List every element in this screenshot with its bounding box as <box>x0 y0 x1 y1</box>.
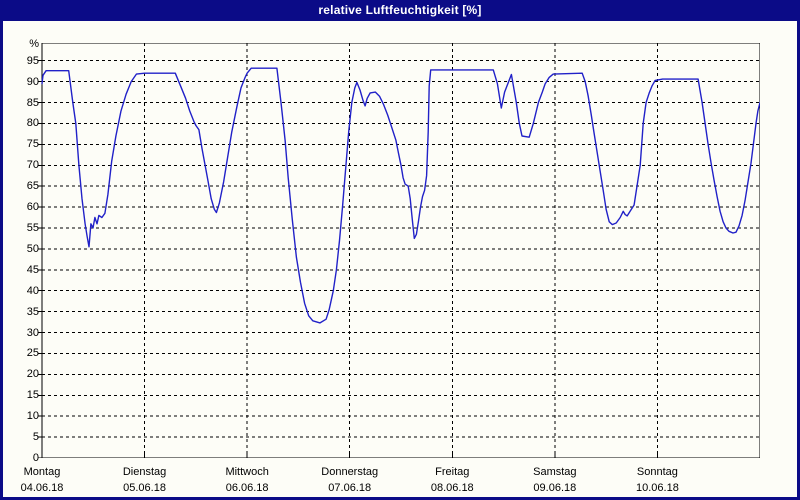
window-title: relative Luftfeuchtigkeit [%] <box>318 3 482 17</box>
chart-background <box>3 21 797 497</box>
title-bar: relative Luftfeuchtigkeit [%] <box>0 0 800 21</box>
